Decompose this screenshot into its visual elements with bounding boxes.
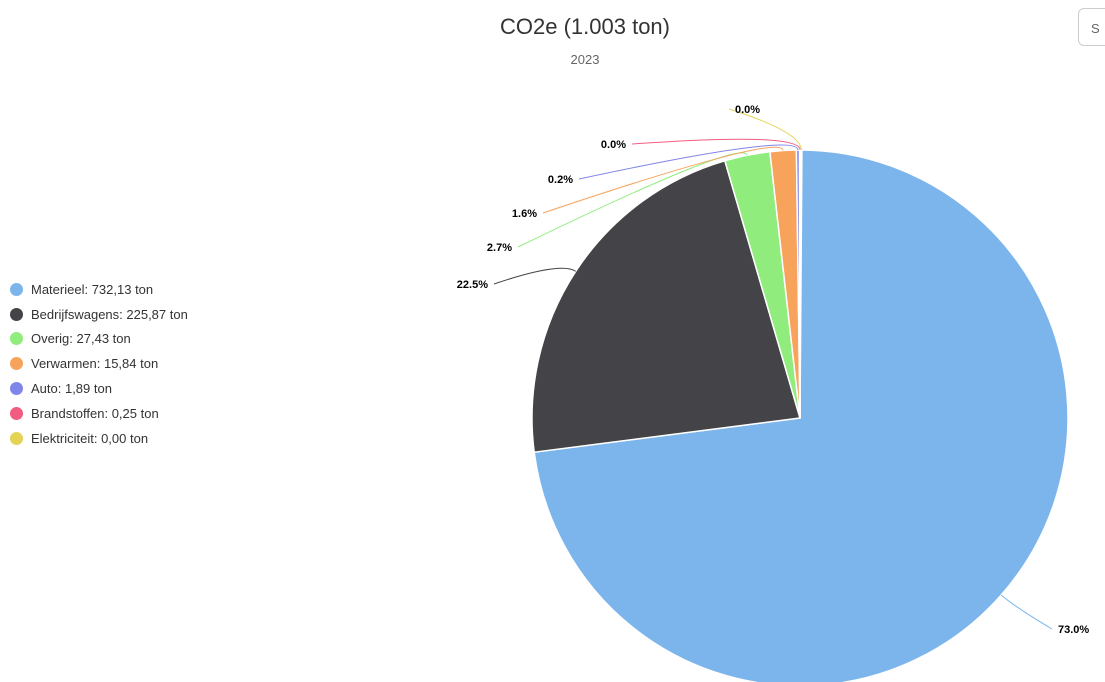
- legend-swatch: [10, 431, 23, 445]
- connector-line-verwarmen: [542, 146, 784, 214]
- pie-slice-elektriciteit[interactable]: [799, 149, 803, 419]
- connector-line-materieel: [1000, 594, 1053, 630]
- legend-label: Materieel: 732,13 ton: [31, 281, 154, 297]
- legend-label: Auto: 1,89 ton: [31, 381, 112, 397]
- legend-item-auto[interactable]: Auto: 1,89 ton: [10, 376, 280, 401]
- chart-menu-button[interactable]: S: [1078, 8, 1105, 46]
- legend-swatch: [10, 307, 23, 321]
- legend-label: Verwarmen: 15,84 ton: [31, 356, 159, 372]
- chart-legend: Materieel: 732,13 ton Bedrijfswagens: 225…: [10, 277, 280, 451]
- data-label-materieel: 73.0%: [1058, 624, 1089, 636]
- legend-swatch: [10, 332, 23, 346]
- pie-slice-materieel[interactable]: [533, 149, 1069, 682]
- legend-swatch: [10, 357, 23, 371]
- legend-label: Elektriciteit: 0,00 ton: [31, 430, 149, 446]
- legend-label: Brandstoffen: 0,25 ton: [31, 405, 159, 421]
- data-label-verwarmen: 1.6%: [512, 208, 537, 220]
- data-label-auto: 0.2%: [548, 174, 573, 186]
- legend-item-bedrijfswagens[interactable]: Bedrijfswagens: 225,87 ton: [10, 302, 280, 327]
- legend-swatch: [10, 282, 23, 296]
- legend-item-verwarmen[interactable]: Verwarmen: 15,84 ton: [10, 351, 280, 376]
- connector-line-overig: [517, 152, 748, 248]
- chart-subtitle: 2023: [570, 52, 600, 67]
- legend-swatch: [10, 382, 23, 396]
- legend-label: Bedrijfswagens: 225,87 ton: [31, 306, 188, 322]
- connector-line-bedrijfswagens: [493, 267, 576, 285]
- legend-item-materieel[interactable]: Materieel: 732,13 ton: [10, 277, 280, 302]
- legend-label: Overig: 27,43 ton: [31, 331, 131, 347]
- legend-item-overig[interactable]: Overig: 27,43 ton: [10, 327, 280, 352]
- connector-line-auto: [578, 144, 799, 180]
- data-label-overig: 2.7%: [487, 242, 512, 254]
- legend-item-elektriciteit[interactable]: Elektriciteit: 0,00 ton: [10, 426, 280, 451]
- connector-line-elektriciteit: [728, 108, 802, 151]
- pie-slice-bedrijfswagens[interactable]: [531, 159, 801, 454]
- connector-line-brandstoffen: [631, 138, 801, 151]
- data-label-elektriciteit: 0.0%: [735, 104, 760, 116]
- data-label-brandstoffen: 0.0%: [601, 139, 626, 151]
- data-label-bedrijfswagens: 22.5%: [457, 279, 488, 291]
- legend-swatch: [10, 406, 23, 420]
- chart-title: CO2e (1.003 ton): [500, 14, 670, 39]
- legend-item-brandstoffen[interactable]: Brandstoffen: 0,25 ton: [10, 401, 280, 426]
